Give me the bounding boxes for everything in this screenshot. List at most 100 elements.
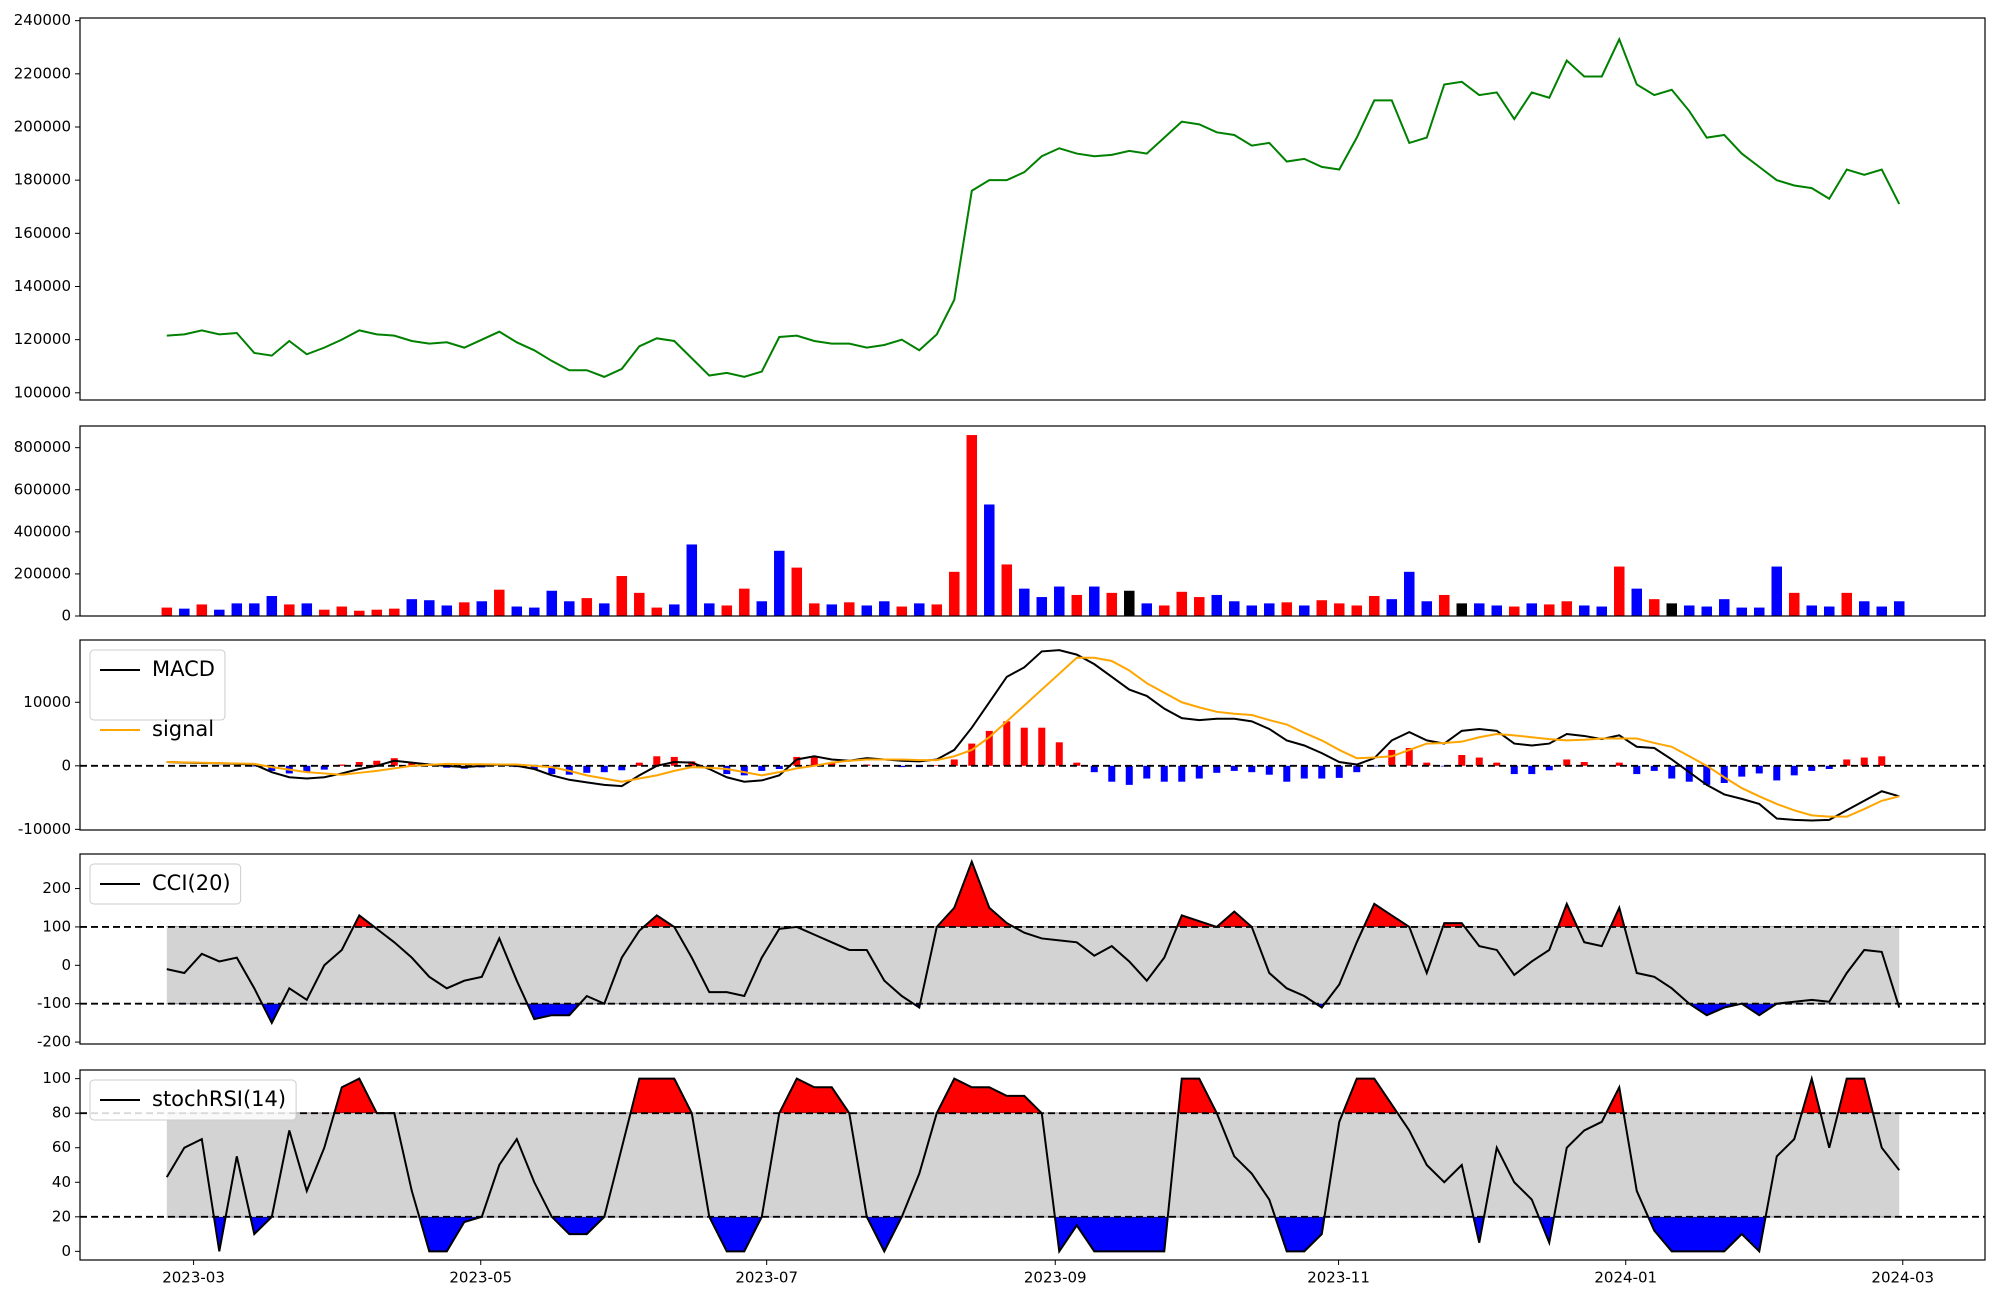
volume-bar xyxy=(616,576,628,616)
volume-bar xyxy=(214,609,225,616)
band xyxy=(166,926,1900,1004)
volume-bar xyxy=(1456,603,1468,616)
volume-bar xyxy=(861,605,873,616)
volume-bar xyxy=(914,603,925,616)
volume-bar xyxy=(1229,601,1240,616)
histogram-bar xyxy=(1668,765,1676,779)
histogram-bar xyxy=(618,765,626,771)
histogram-bar xyxy=(1458,755,1466,766)
histogram-bar xyxy=(548,765,556,775)
histogram-bar xyxy=(1020,727,1028,766)
histogram-bar xyxy=(1703,765,1711,785)
histogram-bar xyxy=(1265,765,1273,775)
volume-bar xyxy=(1281,602,1293,616)
y-tick-label: 40 xyxy=(52,1173,71,1191)
x-tick-label: 2023-11 xyxy=(1307,1269,1370,1287)
histogram-bar xyxy=(1073,762,1081,766)
volume-bar xyxy=(1176,591,1188,616)
histogram-bar xyxy=(1423,762,1431,766)
band xyxy=(166,1113,1900,1217)
axes-frame xyxy=(79,1069,1986,1261)
y-tick-label: -100 xyxy=(37,994,71,1012)
y-tick-label: -200 xyxy=(37,1033,71,1051)
y-tick-label: 10000 xyxy=(23,693,71,711)
volume-bar xyxy=(1019,588,1030,616)
axes-frame xyxy=(79,639,1986,831)
histogram-bar xyxy=(758,765,766,771)
volume-bar xyxy=(896,606,908,616)
volume-bar xyxy=(1071,594,1083,616)
y-tick-label: 0 xyxy=(61,607,71,625)
histogram-bar xyxy=(1178,765,1186,782)
volume-bar xyxy=(1316,600,1328,616)
volume-bar xyxy=(354,610,365,616)
histogram-bar xyxy=(828,762,836,766)
volume-bar xyxy=(1824,606,1835,616)
panel: 0 200000 400000 600000 800000 xyxy=(14,425,1986,625)
x-tick-label: 2023-09 xyxy=(1024,1269,1087,1287)
y-tick-label: -10000 xyxy=(18,820,71,838)
panel: -200 -100 0 100 200 CCI(20) xyxy=(37,853,1986,1051)
volume-bar xyxy=(1211,594,1223,616)
volume-bar xyxy=(1649,599,1660,616)
volume-bar xyxy=(529,607,540,616)
volume-bar xyxy=(1876,606,1888,616)
volume-bar xyxy=(1474,603,1485,616)
plot-area xyxy=(161,435,1905,616)
histogram-bar xyxy=(355,762,363,766)
histogram-bar xyxy=(1825,765,1833,769)
legend-box xyxy=(89,1079,297,1121)
volume-bar xyxy=(1894,601,1905,616)
volume-bar xyxy=(476,601,488,616)
histogram-bar xyxy=(250,765,258,767)
volume-bar xyxy=(1299,605,1310,616)
volume-bar xyxy=(1404,571,1415,616)
axes-frame xyxy=(79,853,1986,1045)
histogram-bar xyxy=(1720,765,1728,783)
histogram-bar xyxy=(1843,759,1851,766)
volume-bar xyxy=(511,606,523,616)
y-tick-label: 180000 xyxy=(14,171,71,189)
histogram-bar xyxy=(1318,765,1326,779)
volume-bar xyxy=(546,590,558,616)
histogram-bar xyxy=(408,762,416,766)
series-line xyxy=(166,656,1900,818)
histogram-bar xyxy=(1755,765,1763,774)
histogram-bar xyxy=(1143,765,1151,779)
series-line xyxy=(165,1074,1901,1255)
histogram-bar xyxy=(338,764,346,766)
x-tick-label: 2024-03 xyxy=(1871,1269,1934,1287)
volume-bar xyxy=(1596,606,1608,616)
volume-bar xyxy=(931,604,943,616)
histogram-bar xyxy=(898,765,906,768)
histogram-bar xyxy=(1230,765,1238,771)
histogram-bar xyxy=(1353,765,1361,773)
panel: 0 20 40 60 80 100 2023-03 2023-05 2023-07 2023-09… xyxy=(42,1069,1986,1287)
volume-bar xyxy=(634,592,645,616)
volume-bar xyxy=(161,607,173,616)
volume-bar xyxy=(791,567,803,616)
volume-bar xyxy=(949,571,960,616)
histogram-bar xyxy=(1335,765,1343,778)
y-tick-label: 220000 xyxy=(14,64,71,82)
legend-label: MACD xyxy=(152,657,215,681)
histogram-bar xyxy=(1283,765,1291,782)
legend-box xyxy=(89,863,242,905)
histogram-bar xyxy=(1090,765,1098,773)
histogram-bar xyxy=(1160,765,1168,782)
legend: MACD signal xyxy=(89,649,226,741)
volume-bar xyxy=(704,603,715,616)
histogram-bar xyxy=(1370,765,1378,767)
volume-bar xyxy=(756,601,768,616)
histogram-bar xyxy=(1510,765,1518,775)
volume-bar xyxy=(721,605,733,616)
x-tick-label: 2024-01 xyxy=(1594,1269,1657,1287)
y-tick-label: 100 xyxy=(42,1069,71,1087)
y-tick-label: 0 xyxy=(61,1242,71,1260)
histogram-bar xyxy=(1108,765,1116,782)
y-tick-label: 200 xyxy=(42,879,71,897)
x-tick-label: 2023-07 xyxy=(735,1269,798,1287)
histogram-bar xyxy=(810,756,818,766)
histogram-bar xyxy=(1738,765,1746,777)
volume-bar xyxy=(494,589,505,616)
